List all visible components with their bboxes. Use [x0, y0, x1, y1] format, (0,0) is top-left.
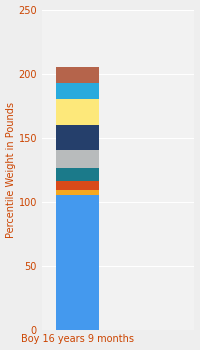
Bar: [56, 195, 99, 330]
Bar: [56, 99, 99, 125]
Bar: [56, 67, 99, 83]
Bar: [56, 168, 99, 181]
Bar: [56, 83, 99, 99]
Bar: [56, 150, 99, 168]
Y-axis label: Percentile Weight in Pounds: Percentile Weight in Pounds: [6, 102, 16, 238]
Bar: [56, 181, 99, 190]
Bar: [56, 190, 99, 195]
Bar: [56, 125, 99, 150]
